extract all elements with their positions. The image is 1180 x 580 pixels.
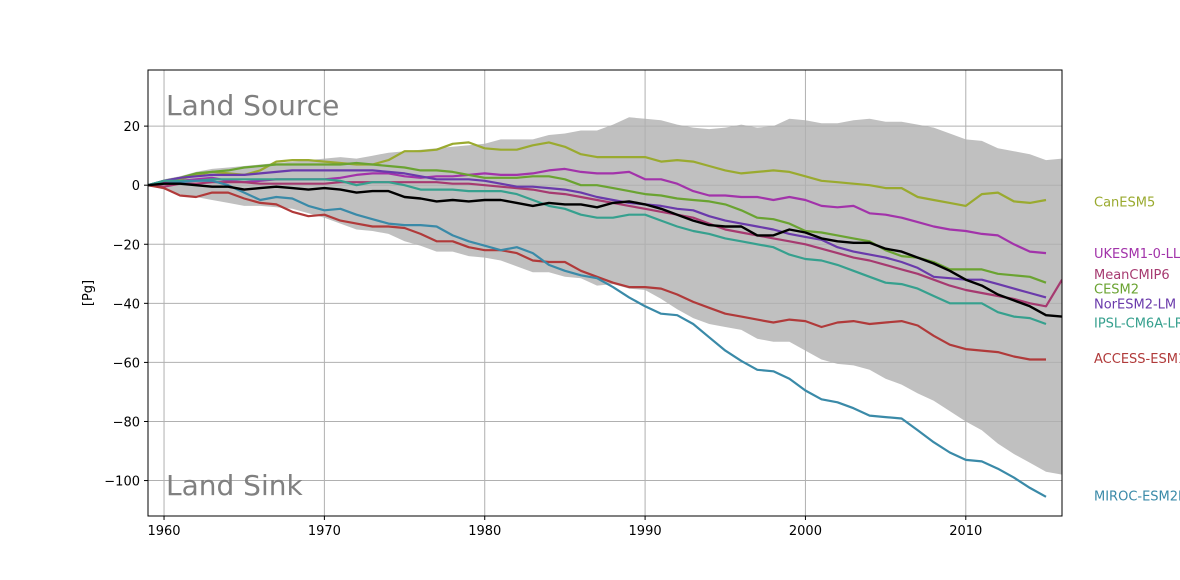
legend-entry: UKESM1-0-LL bbox=[1094, 247, 1180, 262]
legend: CanESM5 UKESM1-0-LL MeanCMIP6CESM2NorESM2-… bbox=[1094, 195, 1180, 504]
series-line-miroc-esm2l bbox=[148, 179, 1047, 498]
y-tick-label: 20 bbox=[123, 120, 140, 135]
y-axis: 20 0 −20 −40 −60 −80 −100 bbox=[104, 120, 148, 490]
y-tick-label: −80 bbox=[113, 415, 140, 430]
x-axis: 1960 1970 1980 1990 2000 2010 bbox=[147, 516, 982, 539]
x-tick-label: 1970 bbox=[308, 524, 341, 539]
x-tick-label: 2010 bbox=[949, 524, 982, 539]
legend-entry: CanESM5 bbox=[1094, 195, 1155, 210]
y-axis-label: [Pg] bbox=[81, 280, 96, 306]
series-line-canesm5 bbox=[148, 141, 1047, 207]
legend-entry: IPSL-CM6A-LR bbox=[1094, 317, 1180, 332]
series-line-ipsl-cm6a-lr bbox=[148, 178, 1047, 326]
series-line-noresm2-lm bbox=[148, 169, 1047, 299]
legend-entry: CESM2 bbox=[1094, 283, 1139, 298]
land-sink-label: Land Sink bbox=[166, 469, 303, 502]
land-source-label: Land Source bbox=[166, 89, 339, 122]
x-tick-label: 1960 bbox=[147, 524, 180, 539]
x-tick-label: 1990 bbox=[629, 524, 662, 539]
y-tick-label: 0 bbox=[132, 179, 140, 194]
series-line-ensemble bbox=[148, 182, 1062, 318]
grid bbox=[148, 70, 1062, 516]
y-tick-label: −40 bbox=[113, 297, 140, 312]
legend-entry: ACCESS-ESM1-5 bbox=[1094, 352, 1180, 367]
series-line-access-esm1-5 bbox=[148, 184, 1046, 361]
y-tick-label: −20 bbox=[113, 238, 140, 253]
series-line-meancmip6 bbox=[148, 181, 1062, 308]
y-tick-label: −60 bbox=[113, 356, 140, 371]
y-tick-label: −100 bbox=[104, 475, 140, 490]
series-line-cesm2 bbox=[148, 161, 1047, 284]
series-lines bbox=[148, 141, 1062, 498]
plot-frame bbox=[147, 69, 1063, 517]
x-tick-label: 1980 bbox=[468, 524, 501, 539]
legend-entry: NorESM2-LM bbox=[1094, 297, 1176, 312]
x-tick-label: 2000 bbox=[789, 524, 822, 539]
legend-entry: MeanCMIP6 bbox=[1094, 268, 1170, 283]
legend-entry: MIROC-ESM2L bbox=[1094, 489, 1180, 504]
